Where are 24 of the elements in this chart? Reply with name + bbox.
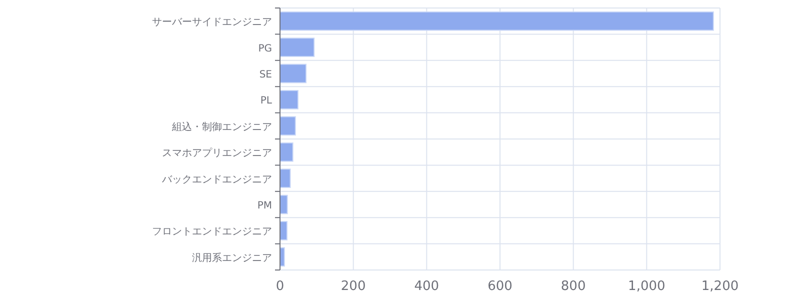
x-tick-label: 200 bbox=[340, 279, 366, 294]
x-tick-label: 600 bbox=[488, 279, 512, 294]
y-tick-label: SE bbox=[259, 70, 272, 80]
y-tick-label: 汎用系エンジニア bbox=[192, 252, 272, 264]
x-tick-label: 0 bbox=[276, 279, 284, 294]
bar bbox=[280, 38, 315, 57]
y-tick-label: フロントエンドエンジニア bbox=[152, 226, 272, 238]
y-tick-label: バックエンドエンジニア bbox=[161, 174, 272, 186]
y-tick-label: PL bbox=[260, 96, 272, 107]
bar bbox=[280, 168, 291, 188]
bar bbox=[280, 142, 294, 162]
bar bbox=[280, 116, 296, 136]
x-tick-label: 1,200 bbox=[701, 279, 739, 294]
bar bbox=[280, 11, 714, 31]
bar bbox=[280, 90, 298, 110]
y-tick-label: 組込・制御エンジニア bbox=[171, 120, 272, 133]
bar bbox=[280, 64, 307, 84]
x-tick-label: 400 bbox=[414, 279, 440, 294]
y-tick-label: PM bbox=[257, 200, 272, 212]
x-tick-label: 800 bbox=[560, 279, 586, 294]
y-tick-label: スマホアプリエンジニア bbox=[162, 147, 272, 160]
x-tick-label: 1,000 bbox=[628, 279, 666, 294]
y-tick-label: サーバーサイドエンジニア bbox=[152, 17, 272, 28]
y-tick-label: PG bbox=[258, 43, 272, 54]
